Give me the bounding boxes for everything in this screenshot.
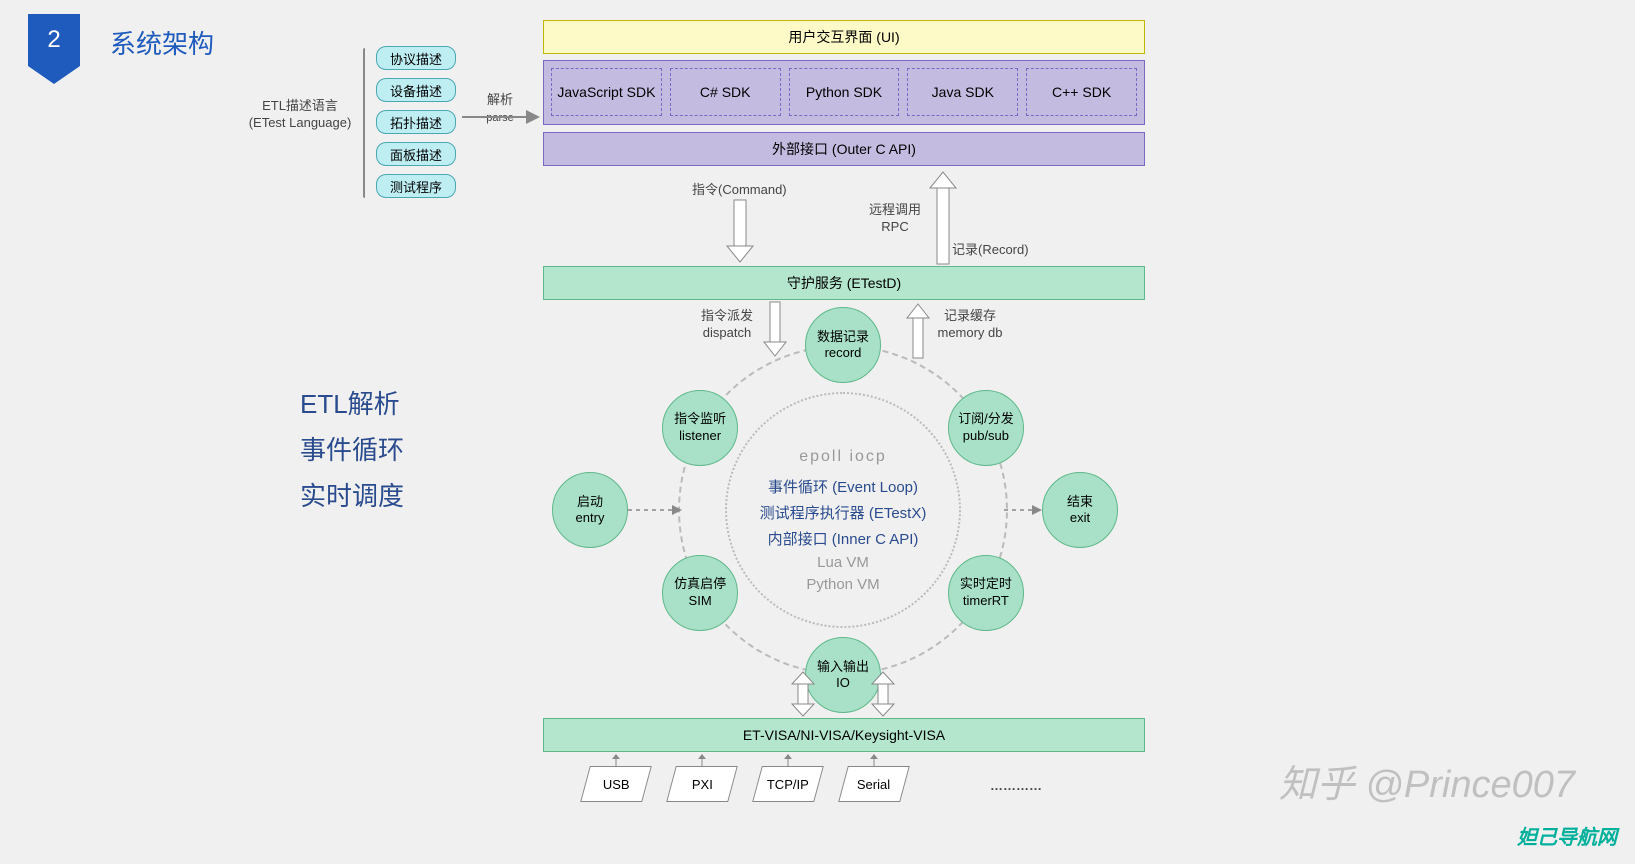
sdk-box: C++ SDK (1026, 68, 1137, 116)
dispatch-arrow (762, 302, 788, 358)
dispatch-label: 指令派发dispatch (692, 308, 762, 342)
ring-core-text: 内部接口 (Inner C API) (733, 528, 953, 549)
ring-node-timer: 实时定时timerRT (948, 555, 1024, 631)
ring-core-text: 测试程序执行器 (ETestX) (733, 502, 953, 523)
port-serial: Serial (838, 766, 910, 802)
ring-core-text: Python VM (733, 576, 953, 593)
side-text-2: 事件循环 (300, 430, 404, 467)
sdk-box: Python SDK (789, 68, 900, 116)
side-text-3: 实时调度 (300, 476, 404, 513)
io-visa-arrow-1 (790, 672, 816, 716)
port-tcpip: TCP/IP (752, 766, 824, 802)
io-visa-arrow-2 (870, 672, 896, 716)
parse-arrow (462, 108, 540, 126)
visa-box: ET-VISA/NI-VISA/Keysight-VISA (543, 718, 1145, 752)
ring-entry: 启动entry (552, 472, 628, 548)
etl-item: 设备描述 (376, 78, 456, 102)
ring-node-record: 数据记录record (805, 307, 881, 383)
outer-api-box: 外部接口 (Outer C API) (543, 132, 1145, 166)
ring-exit: 结束exit (1042, 472, 1118, 548)
sdk-box: Java SDK (907, 68, 1018, 116)
cache-arrow (905, 302, 931, 358)
ring-node-listener: 指令监听listener (662, 390, 738, 466)
etl-brace (363, 48, 365, 198)
etl-item: 测试程序 (376, 174, 456, 198)
ui-box: 用户交互界面 (UI) (543, 20, 1145, 54)
etl-label: ETL描述语言(ETest Language) (240, 98, 360, 132)
visa-ellipsis: ………… (990, 778, 1042, 795)
command-arrow (725, 200, 755, 264)
sdk-box: C# SDK (670, 68, 781, 116)
ring-node-sim: 仿真启停SIM (662, 555, 738, 631)
ring-core-text: Lua VM (733, 554, 953, 571)
port-pxi: PXI (666, 766, 738, 802)
footmark: 妲己导航网 (1517, 821, 1617, 850)
section-badge: 2 (28, 14, 80, 66)
ring-core-text: 事件循环 (Event Loop) (733, 476, 953, 497)
port-usb: USB (580, 766, 652, 802)
cache-label: 记录缓存memory db (930, 308, 1010, 342)
record-arrow (928, 170, 958, 264)
rpc-label: 远程调用RPC (860, 202, 930, 236)
etl-item: 协议描述 (376, 46, 456, 70)
etestd-box: 守护服务 (ETestD) (543, 266, 1145, 300)
watermark: 知乎 @Prince007 (1279, 753, 1575, 808)
etl-item: 拓扑描述 (376, 110, 456, 134)
sdk-box: JavaScript SDK (551, 68, 662, 116)
ring-node-pubsub: 订阅/分发pub/sub (948, 390, 1024, 466)
page-title: 系统架构 (110, 24, 214, 61)
ring-core-text: epoll iocp (733, 448, 953, 466)
command-label: 指令(Command) (692, 182, 787, 199)
side-text-1: ETL解析 (300, 384, 400, 421)
etl-item: 面板描述 (376, 142, 456, 166)
record-label: 记录(Record) (952, 242, 1029, 259)
